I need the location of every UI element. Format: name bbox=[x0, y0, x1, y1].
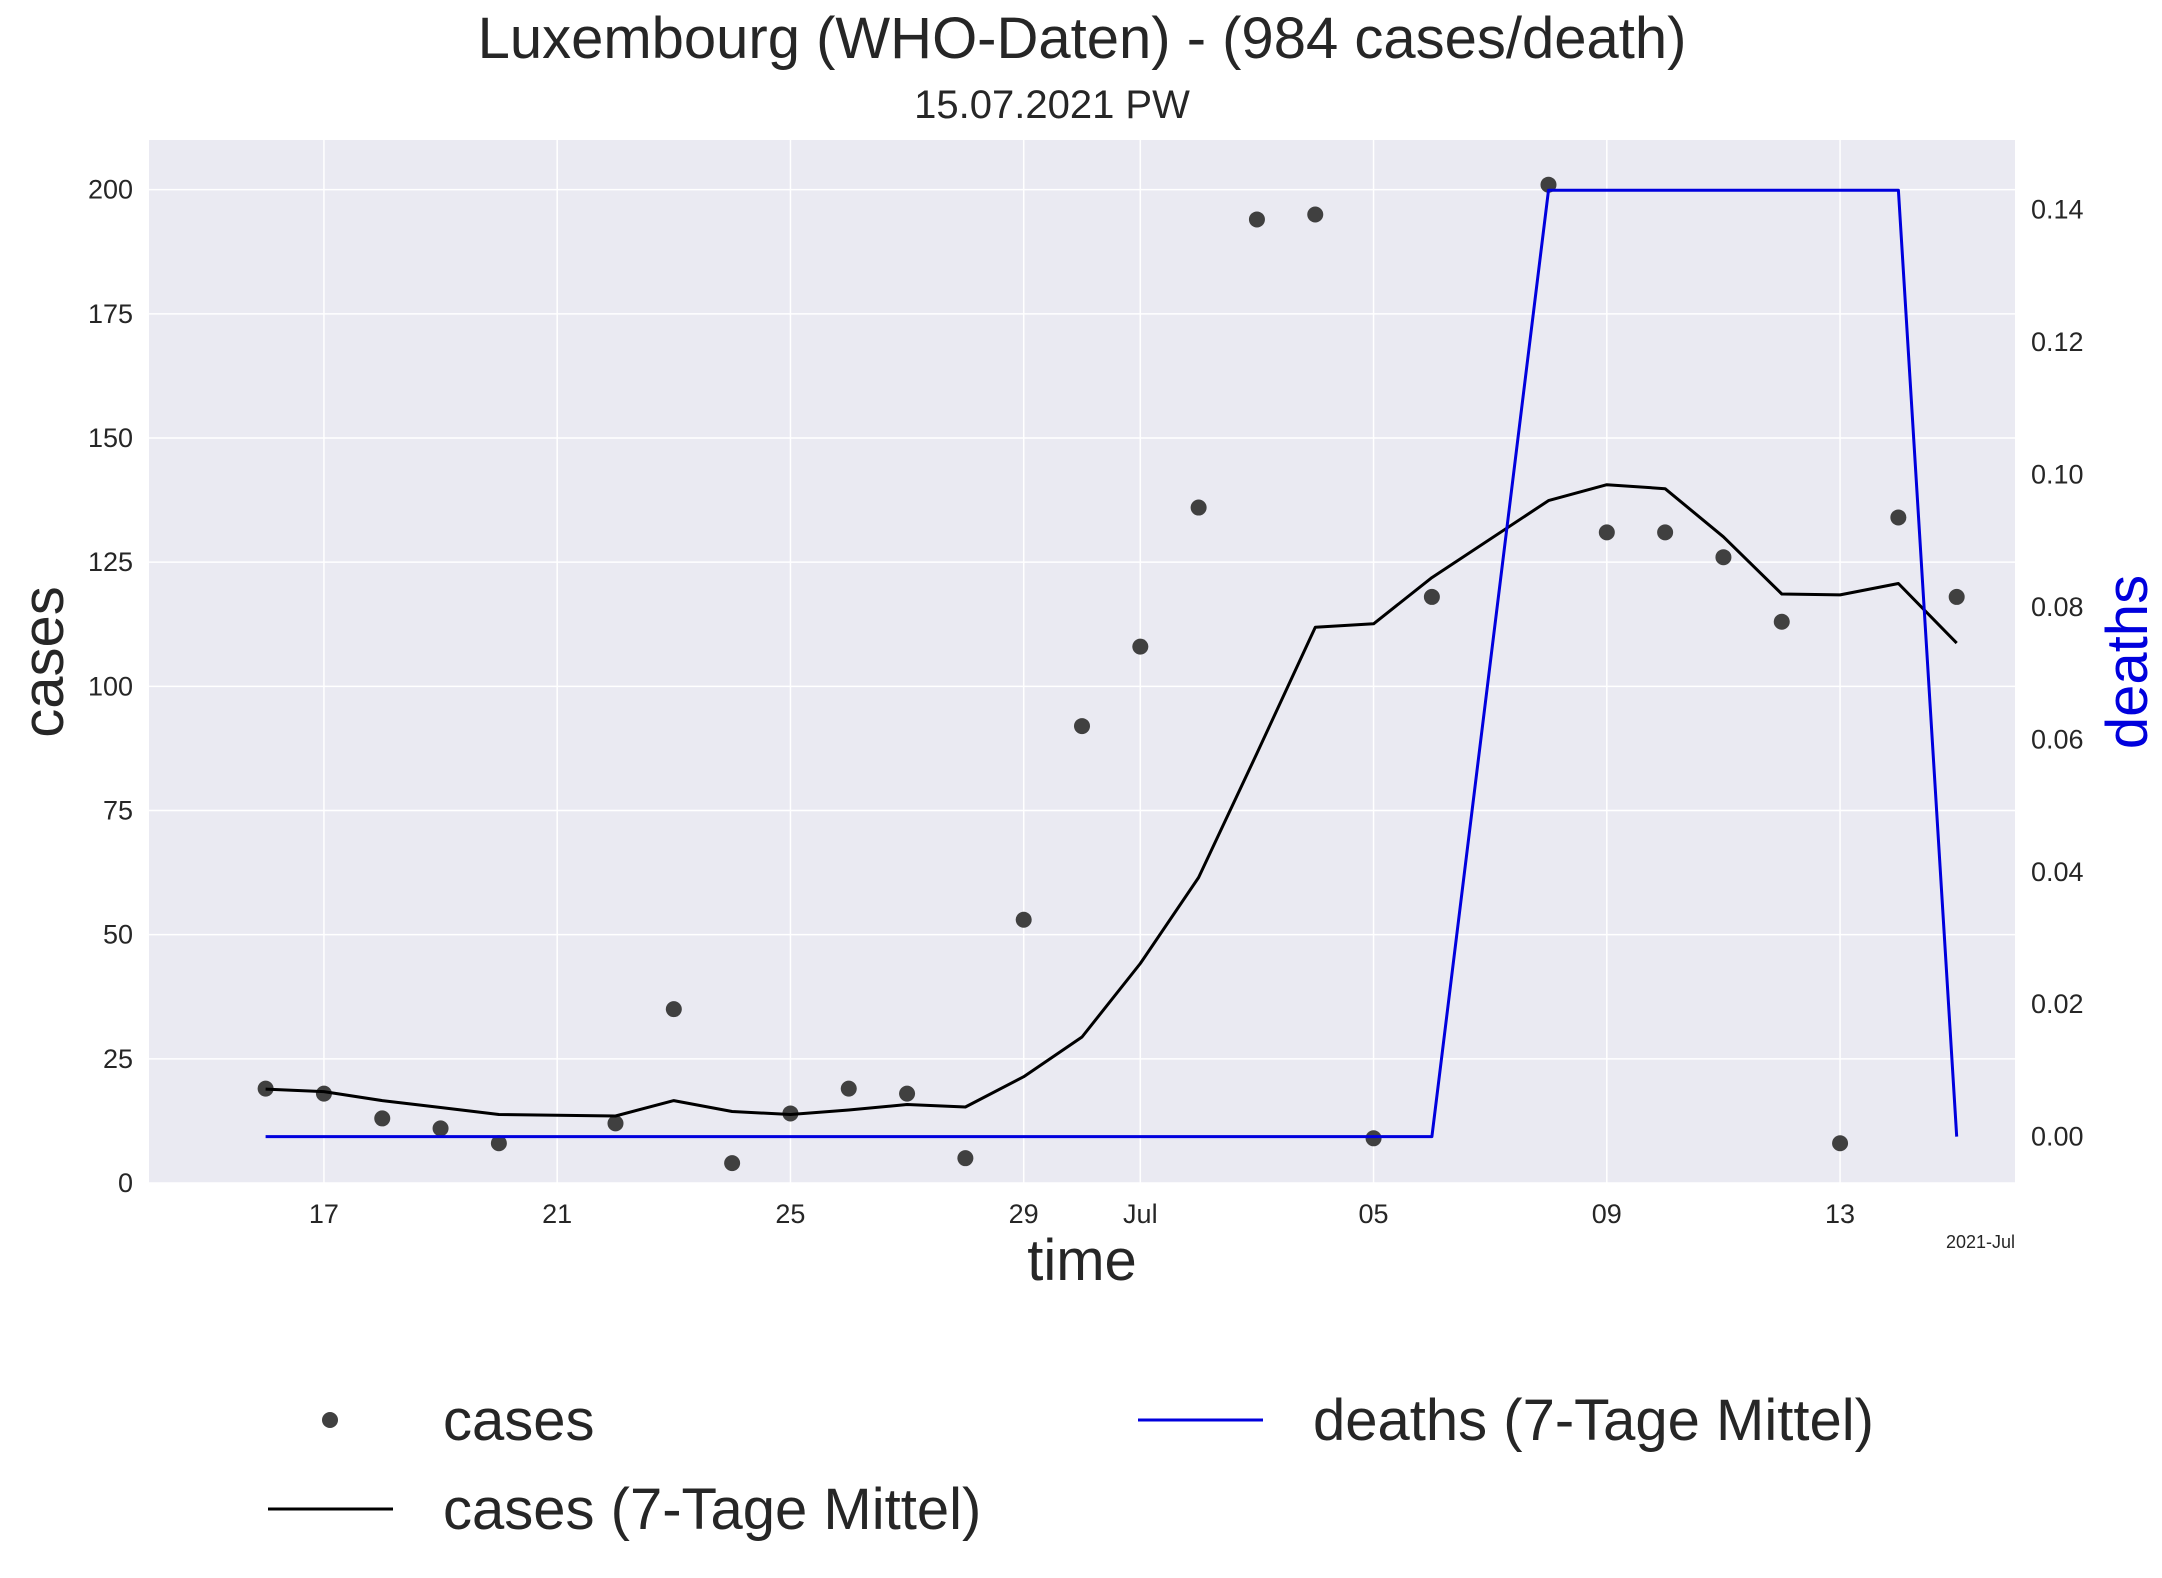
y-axis-left-label: cases bbox=[11, 586, 76, 738]
chart-title: Luxembourg (WHO-Daten) - (984 cases/deat… bbox=[478, 6, 1687, 71]
cases-point bbox=[1248, 211, 1265, 228]
cases-point bbox=[1832, 1135, 1849, 1152]
x-tick-label: Jul bbox=[1123, 1199, 1158, 1229]
legend-cases-label: cases bbox=[443, 1388, 595, 1453]
cases-point bbox=[1890, 509, 1907, 526]
y-right-tick-label: 0.06 bbox=[2031, 724, 2084, 754]
x-tick-label: 29 bbox=[1009, 1199, 1039, 1229]
y-right-tick-label: 0.08 bbox=[2031, 592, 2084, 622]
y-right-tick-label: 0.04 bbox=[2031, 857, 2084, 887]
axes-layer: 0 25 50 75 100 125 150 175 200 0.00 0.02 0.04 0.06 0.… bbox=[88, 175, 2084, 1229]
x-tick-label: 21 bbox=[542, 1199, 572, 1229]
cases-point bbox=[957, 1150, 974, 1167]
cases-point bbox=[1190, 499, 1207, 516]
x-tick-label: 05 bbox=[1359, 1199, 1389, 1229]
y-left-tick-label: 100 bbox=[88, 671, 133, 701]
y-left-tick-label: 0 bbox=[118, 1168, 133, 1198]
chart-subtitle: 15.07.2021 PW bbox=[914, 83, 1190, 127]
y-right-tick-label: 0.10 bbox=[2031, 459, 2084, 489]
legend: cases cases (7-Tage Mittel) deaths (7-Ta… bbox=[268, 1388, 1874, 1542]
cases-point bbox=[840, 1080, 857, 1097]
cases-point bbox=[1657, 524, 1674, 541]
cases-point bbox=[1948, 588, 1965, 605]
cases-point bbox=[724, 1155, 741, 1172]
y-axis-right-label: deaths bbox=[2095, 575, 2160, 749]
cases-point bbox=[1015, 911, 1032, 928]
y-right-tick-label: 0.02 bbox=[2031, 989, 2084, 1019]
legend-cases-avg-label: cases (7-Tage Mittel) bbox=[443, 1477, 981, 1542]
cases-avg-line bbox=[265, 483, 1958, 1118]
legend-deaths-avg-label: deaths (7-Tage Mittel) bbox=[1313, 1388, 1874, 1453]
cases-point bbox=[1307, 206, 1324, 223]
deaths-avg-line bbox=[265, 188, 1959, 1139]
x-axis-label: time bbox=[1027, 1228, 1137, 1293]
cases-point bbox=[1540, 176, 1557, 193]
cases-point bbox=[1423, 588, 1440, 605]
x-offset-label: 2021-Jul bbox=[1946, 1232, 2015, 1252]
y-left-tick-label: 75 bbox=[103, 796, 133, 826]
cases-point bbox=[1598, 524, 1615, 541]
cases-point bbox=[899, 1085, 916, 1102]
x-tick-label: 25 bbox=[775, 1199, 805, 1229]
y-left-tick-label: 150 bbox=[88, 423, 133, 453]
x-tick-label: 17 bbox=[309, 1199, 339, 1229]
y-right-tick-label: 0.14 bbox=[2031, 195, 2084, 225]
cases-point bbox=[665, 1001, 682, 1018]
cases-point bbox=[1773, 613, 1790, 630]
cases-point bbox=[490, 1135, 507, 1152]
y-right-tick-label: 0.12 bbox=[2031, 327, 2084, 357]
cases-point bbox=[1365, 1130, 1382, 1147]
y-left-tick-label: 175 bbox=[88, 299, 133, 329]
y-left-tick-label: 50 bbox=[103, 920, 133, 950]
y-right-tick-label: 0.00 bbox=[2031, 1122, 2084, 1152]
y-left-tick-label: 200 bbox=[88, 175, 133, 205]
cases-point bbox=[1074, 718, 1090, 735]
cases-point bbox=[1132, 638, 1149, 655]
cases-point bbox=[374, 1110, 391, 1127]
cases-point bbox=[315, 1085, 332, 1102]
plot-area bbox=[149, 140, 2015, 1183]
x-tick-label: 13 bbox=[1825, 1199, 1855, 1229]
grid-layer bbox=[149, 140, 2015, 1184]
y-left-tick-label: 25 bbox=[103, 1044, 133, 1074]
legend-cases-marker bbox=[322, 1412, 338, 1428]
cases-point bbox=[432, 1120, 449, 1137]
cases-point bbox=[607, 1115, 624, 1132]
y-left-tick-label: 125 bbox=[88, 547, 133, 577]
series-layer bbox=[257, 176, 1965, 1172]
cases-point bbox=[1715, 549, 1732, 566]
x-tick-label: 09 bbox=[1592, 1199, 1622, 1229]
